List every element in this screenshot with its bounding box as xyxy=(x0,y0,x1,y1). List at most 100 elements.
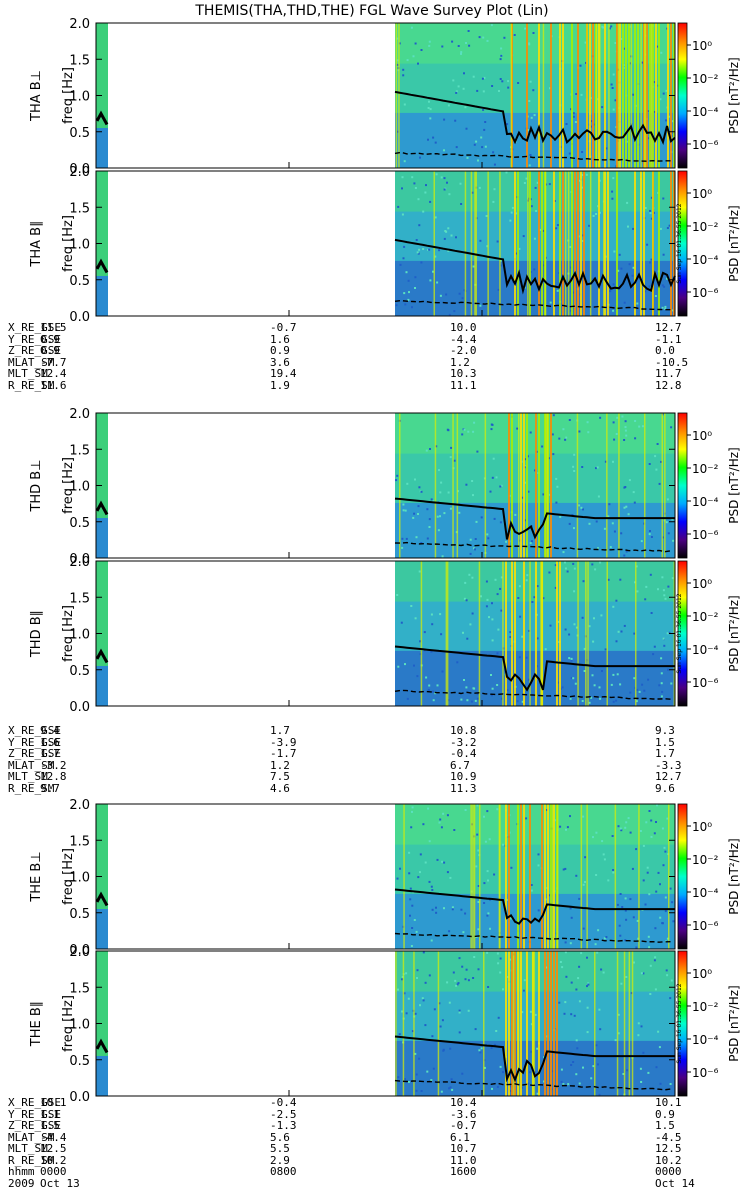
noise-speck xyxy=(532,89,535,92)
noise-speck xyxy=(603,858,606,861)
noise-speck xyxy=(491,687,494,690)
wave-burst-line xyxy=(544,804,546,949)
noise-speck xyxy=(624,420,627,423)
noise-speck xyxy=(607,879,610,882)
noise-speck xyxy=(532,32,535,34)
ephemeris-value: 1.5 xyxy=(40,1119,60,1132)
noise-speck xyxy=(439,1025,442,1028)
noise-speck xyxy=(641,425,644,428)
noise-speck xyxy=(646,866,649,869)
noise-speck xyxy=(500,576,503,579)
noise-speck xyxy=(498,90,500,92)
noise-speck xyxy=(486,810,489,813)
noise-speck xyxy=(434,255,437,258)
ephemeris-row-label: R_RE_SM xyxy=(8,1153,55,1167)
noise-speck xyxy=(659,1082,662,1085)
noise-speck xyxy=(583,647,586,650)
noise-speck xyxy=(483,76,486,79)
noise-speck xyxy=(483,1066,486,1069)
noise-speck xyxy=(669,1083,672,1085)
noise-speck xyxy=(410,605,413,607)
noise-speck xyxy=(552,414,555,417)
panel-label: THA B⊥ xyxy=(29,70,44,122)
noise-speck xyxy=(495,1030,498,1032)
noise-speck xyxy=(439,515,441,518)
ephemeris-value: 10.1 xyxy=(40,1096,67,1109)
noise-speck xyxy=(491,639,494,642)
noise-speck xyxy=(625,976,628,978)
noise-speck xyxy=(536,1092,539,1095)
colorbar-tick-label: 10⁻⁶ xyxy=(692,676,719,690)
noise-speck xyxy=(398,1033,401,1036)
noise-speck xyxy=(476,804,479,807)
noise-speck xyxy=(448,193,451,196)
noise-speck xyxy=(468,44,471,47)
noise-speck xyxy=(491,423,494,426)
noise-speck xyxy=(409,898,412,901)
noise-speck xyxy=(622,1073,625,1075)
noise-speck xyxy=(500,609,503,612)
wave-burst-line xyxy=(553,804,555,949)
noise-speck xyxy=(556,289,559,292)
noise-speck xyxy=(443,188,446,191)
wave-sparse-line xyxy=(395,23,398,168)
noise-speck xyxy=(662,253,665,256)
noise-speck xyxy=(648,533,651,536)
noise-speck xyxy=(427,138,429,141)
noise-speck xyxy=(656,45,659,48)
wave-sparse-line xyxy=(529,561,531,706)
noise-speck xyxy=(654,455,657,458)
noise-speck xyxy=(648,946,651,949)
noise-speck xyxy=(611,87,614,89)
noise-speck xyxy=(458,1011,461,1014)
noise-speck xyxy=(661,690,664,693)
noise-speck xyxy=(649,212,652,215)
noise-speck xyxy=(410,826,413,829)
noise-speck xyxy=(480,595,482,598)
noise-speck xyxy=(419,156,421,159)
noise-speck xyxy=(584,881,586,883)
noise-speck xyxy=(499,957,502,960)
noise-speck xyxy=(401,176,404,179)
wave-sparse-line xyxy=(498,804,501,949)
noise-speck xyxy=(578,1082,581,1085)
noise-speck xyxy=(665,521,668,524)
colorbar-tick-label: 10⁻⁶ xyxy=(692,528,719,542)
noise-speck xyxy=(486,870,489,873)
noise-speck xyxy=(600,968,603,971)
noise-speck xyxy=(488,616,490,619)
noise-speck xyxy=(422,823,425,826)
noise-speck xyxy=(439,491,442,494)
noise-speck xyxy=(439,294,442,297)
wave-sparse-line xyxy=(644,413,646,558)
noise-speck xyxy=(424,861,427,864)
noise-speck xyxy=(625,821,628,824)
ephemeris-value: 5.5 xyxy=(270,1142,290,1155)
timestamp-note: Sun Sep 16 01:36:55 2012 xyxy=(676,593,683,673)
noise-speck xyxy=(605,936,608,938)
noise-speck xyxy=(620,829,623,832)
ephemeris-value: 9.4 xyxy=(40,724,60,737)
ephemeris-value: 0.9 xyxy=(270,344,290,357)
noise-speck xyxy=(413,182,416,185)
noise-speck xyxy=(652,653,655,656)
ephemeris-row-label: X_RE_GSE xyxy=(8,321,61,334)
noise-speck xyxy=(598,686,601,689)
ephemeris-value: 0000 xyxy=(40,1165,67,1178)
noise-speck xyxy=(597,929,600,932)
noise-speck xyxy=(619,578,622,581)
noise-speck xyxy=(474,699,477,702)
colorbar-tick-label: 10⁰ xyxy=(692,967,712,981)
noise-speck xyxy=(454,979,457,982)
noise-speck xyxy=(407,1081,410,1083)
noise-speck xyxy=(635,946,638,949)
noise-speck xyxy=(464,978,467,981)
noise-speck xyxy=(599,561,602,564)
noise-speck xyxy=(422,951,425,954)
noise-speck xyxy=(413,512,416,515)
ephemeris-row-label: MLT_SM xyxy=(8,770,48,783)
noise-speck xyxy=(612,177,615,180)
noise-speck xyxy=(448,1087,451,1090)
noise-speck xyxy=(669,997,672,1000)
helium-gyrofrequency-curve xyxy=(394,932,672,943)
